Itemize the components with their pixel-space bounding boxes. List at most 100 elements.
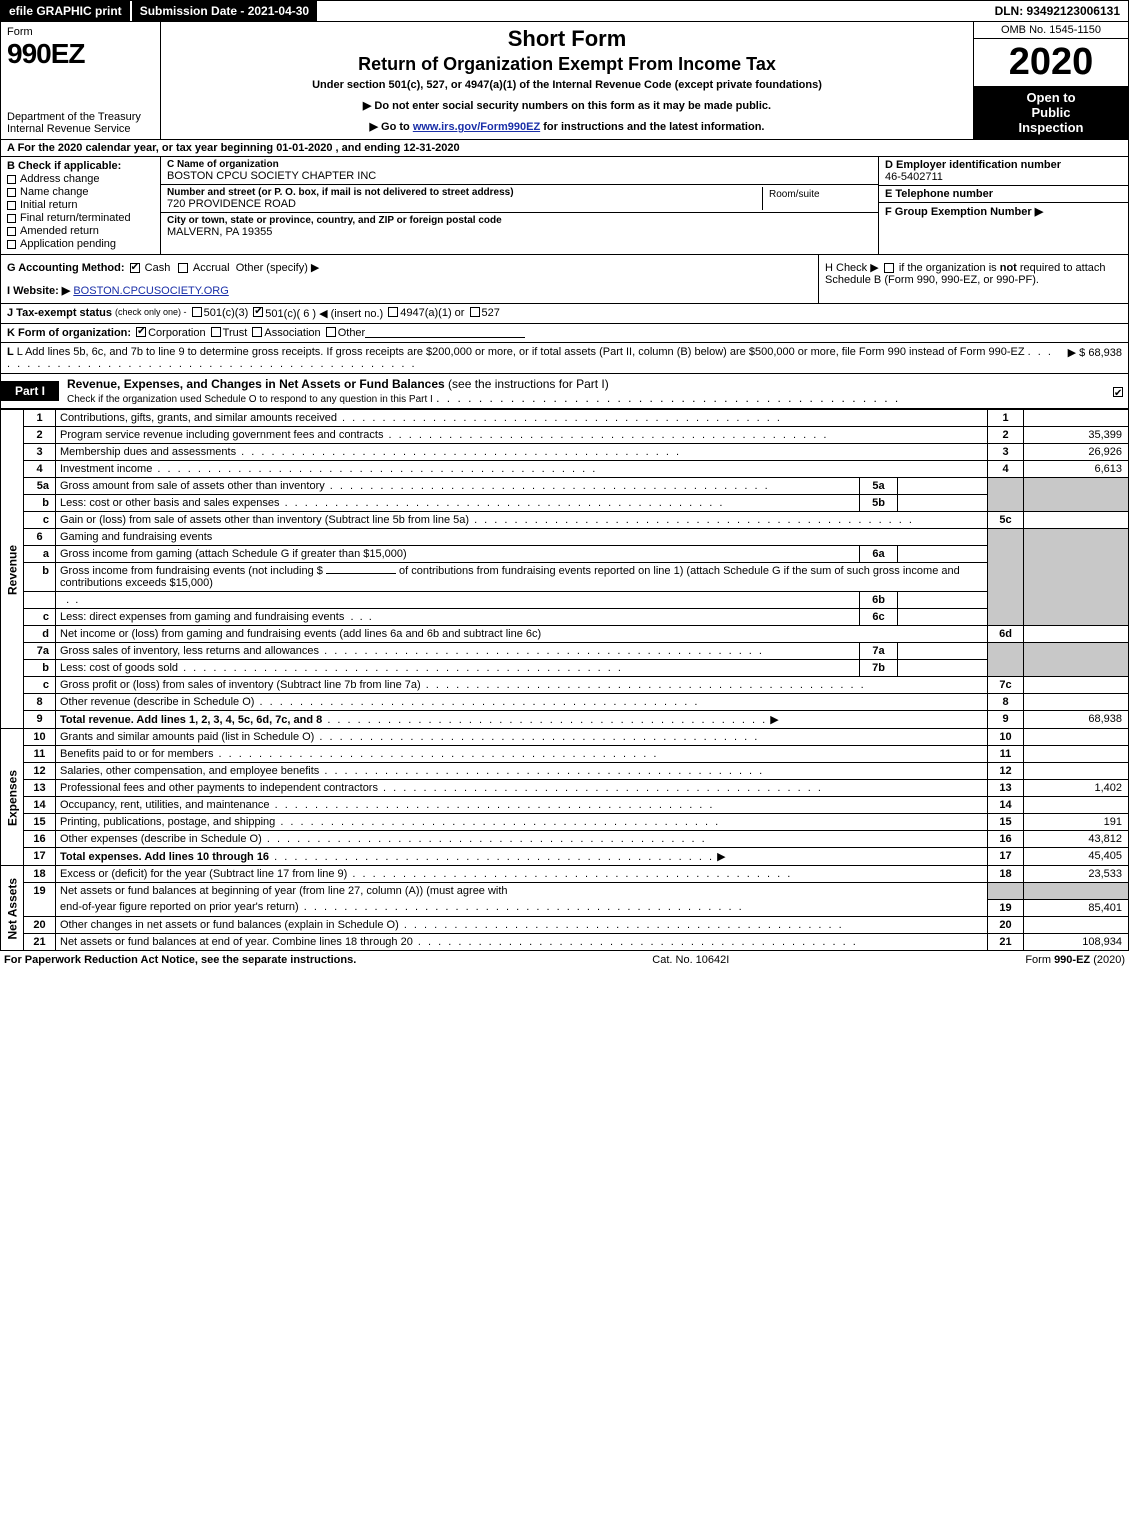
page-footer: For Paperwork Reduction Act Notice, see … [0,951,1129,969]
chk-501c[interactable] [253,307,263,317]
footer-catno: Cat. No. 10642I [652,954,729,966]
l16-desc: Other expenses (describe in Schedule O) [60,833,262,845]
c-addr-val: 720 PROVIDENCE ROAD [167,198,762,210]
l9-desc: Total revenue. Add lines 1, 2, 3, 4, 5c,… [60,714,322,726]
chk-501c3[interactable] [192,307,202,317]
efile-print[interactable]: efile GRAPHIC print [1,1,130,21]
row-l: L L Add lines 5b, 6c, and 7b to line 9 t… [0,343,1129,374]
l19a-desc: Net assets or fund balances at beginning… [56,883,988,900]
chk-final-return[interactable]: Final return/terminated [7,212,154,224]
chk-application-pending[interactable]: Application pending [7,238,154,250]
header-left: Form 990EZ Department of the Treasury In… [1,22,161,139]
k-o1: Corporation [148,327,205,339]
l20-desc: Other changes in net assets or fund bala… [60,919,399,931]
l6-desc: Gaming and fundraising events [56,529,988,546]
row-j: J Tax-exempt status (check only one) - 5… [0,304,1129,324]
l10-desc: Grants and similar amounts paid (list in… [60,731,314,743]
j-o1: 501(c)(3) [204,307,249,319]
l5b-desc: Less: cost or other basis and sales expe… [60,497,280,509]
j-o3: 4947(a)(1) or [400,307,464,319]
chk-address-change[interactable]: Address change [7,173,154,185]
row-h: H Check ▶ if the organization is not req… [818,255,1128,303]
h-pre: H Check ▶ [825,262,882,274]
l2-val: 35,399 [1024,427,1129,444]
l4-val: 6,613 [1024,461,1129,478]
l19b-desc: end-of-year figure reported on prior yea… [60,901,299,913]
j-small: (check only one) - [115,307,187,317]
k-o3: Association [264,327,320,339]
l7c-desc: Gross profit or (loss) from sales of inv… [60,679,421,691]
l3-desc: Membership dues and assessments [60,446,236,458]
row-gh: G Accounting Method: Cash Accrual Other … [0,255,1129,304]
l18-desc: Excess or (deficit) for the year (Subtra… [60,868,347,880]
j-o2: 501(c)( 6 ) ◀ (insert no.) [265,307,383,320]
form-header: Form 990EZ Department of the Treasury In… [0,22,1129,140]
website-link[interactable]: BOSTON.CPCUSOCIETY.ORG [73,285,228,297]
dept-line1: Department of the Treasury [7,111,154,123]
c-city-label: City or town, state or province, country… [167,215,872,226]
chk-assoc[interactable] [252,327,262,337]
row-g: G Accounting Method: Cash Accrual Other … [7,261,812,274]
l15-desc: Printing, publications, postage, and shi… [60,816,275,828]
f-group-exemption: F Group Exemption Number ▶ [879,203,1128,254]
l7a-desc: Gross sales of inventory, less returns a… [60,645,319,657]
vlabel-revenue: Revenue [1,410,24,729]
form-word: Form [7,26,154,38]
footer-left: For Paperwork Reduction Act Notice, see … [4,954,356,966]
col-c-org-info: C Name of organization BOSTON CPCU SOCIE… [161,157,878,254]
chk-accrual[interactable] [178,263,188,273]
chk-part1-schedo[interactable] [1113,387,1123,397]
l15-val: 191 [1024,814,1129,831]
l13-val: 1,402 [1024,780,1129,797]
irs-link[interactable]: www.irs.gov/Form990EZ [413,121,540,133]
l17-desc: Total expenses. Add lines 10 through 16 [60,851,269,863]
l17-val: 45,405 [1024,848,1129,866]
l5a-desc: Gross amount from sale of assets other t… [60,480,325,492]
vlabel-netassets: Net Assets [1,866,24,951]
vlabel-expenses: Expenses [1,729,24,866]
row-k: K Form of organization: Corporation Trus… [0,324,1129,343]
top-bar: efile GRAPHIC print Submission Date - 20… [0,0,1129,22]
chk-corp[interactable] [136,327,146,337]
header-right: OMB No. 1545-1150 2020 Open to Public In… [973,22,1128,139]
goto-line: ▶ Go to www.irs.gov/Form990EZ for instru… [171,120,963,133]
l13-desc: Professional fees and other payments to … [60,782,378,794]
col-b-checkboxes: B Check if applicable: Address change Na… [1,157,161,254]
chk-trust[interactable] [211,327,221,337]
l6b-desc1: Gross income from fundraising events (no… [60,565,323,577]
chk-527[interactable] [470,307,480,317]
g-label: G Accounting Method: [7,262,125,274]
l1-val [1024,410,1129,427]
l1-desc: Contributions, gifts, grants, and simila… [60,412,337,424]
g-accrual: Accrual [193,262,230,274]
col-b-head: B Check if applicable: [7,160,154,172]
row-a-taxyear: A For the 2020 calendar year, or tax yea… [0,140,1129,157]
l3-val: 26,926 [1024,444,1129,461]
inspect-l3: Inspection [976,120,1126,135]
l14-desc: Occupancy, rent, utilities, and maintena… [60,799,270,811]
k-o2: Trust [223,327,248,339]
chk-initial-return[interactable]: Initial return [7,199,154,211]
section-bcdef: B Check if applicable: Address change Na… [0,157,1129,255]
l19-val: 85,401 [1024,899,1129,916]
row-i: I Website: ▶ BOSTON.CPCUSOCIETY.ORG [7,284,812,297]
lines-table: Revenue 1Contributions, gifts, grants, a… [0,409,1129,951]
f-label: F Group Exemption Number ▶ [885,206,1043,218]
subtitle: Under section 501(c), 527, or 4947(a)(1)… [171,79,963,91]
dept-line2: Internal Revenue Service [7,123,154,135]
l12-desc: Salaries, other compensation, and employ… [60,765,319,777]
c-name-label: C Name of organization [167,159,872,170]
chk-4947[interactable] [388,307,398,317]
goto-pre: ▶ Go to [370,121,413,133]
chk-cash[interactable] [130,263,140,273]
chk-other-org[interactable] [326,327,336,337]
l6c-desc: Less: direct expenses from gaming and fu… [60,611,344,623]
chk-name-change[interactable]: Name change [7,186,154,198]
open-public-inspection: Open to Public Inspection [974,86,1128,139]
k-label: K Form of organization: [7,327,131,339]
chk-amended-return[interactable]: Amended return [7,225,154,237]
chk-h[interactable] [884,263,894,273]
l21-desc: Net assets or fund balances at end of ye… [60,936,413,948]
l5c-desc: Gain or (loss) from sale of assets other… [60,514,469,526]
c-city-val: MALVERN, PA 19355 [167,226,872,238]
